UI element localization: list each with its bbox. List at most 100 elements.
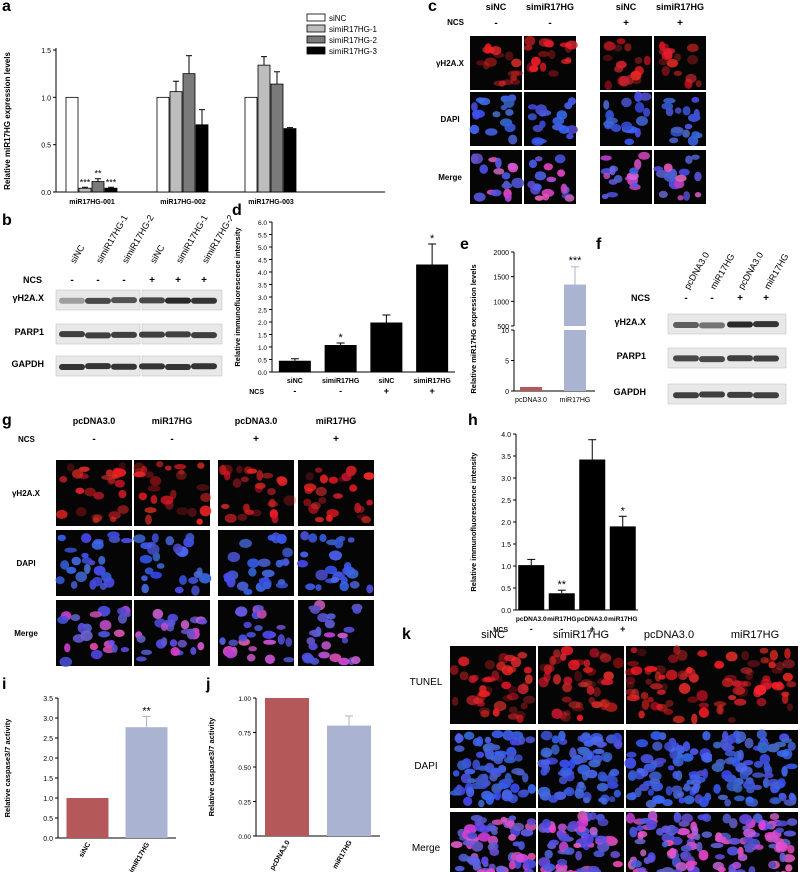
nucleus xyxy=(532,124,543,133)
nucleus xyxy=(729,818,738,829)
nucleus xyxy=(470,814,483,822)
nucleus xyxy=(114,479,125,488)
nucleus xyxy=(754,684,767,696)
nucleus xyxy=(239,538,252,549)
y-axis-label: Relative miR17HG expression levels xyxy=(3,52,12,190)
y-tick-label: 1.5 xyxy=(501,542,511,549)
blot-band xyxy=(85,297,111,304)
blot-membrane xyxy=(667,383,787,405)
nucleus xyxy=(688,114,701,122)
nucleus xyxy=(484,736,492,744)
nucleus xyxy=(495,157,502,169)
nucleus xyxy=(505,51,514,61)
nucleus xyxy=(739,814,752,825)
nucleus xyxy=(493,755,504,765)
y-tick-label: 4.5 xyxy=(258,258,267,265)
legend-label: simiR17HG-1 xyxy=(329,25,378,34)
nucleus xyxy=(197,642,205,651)
nucleus xyxy=(665,669,678,681)
nucleus xyxy=(698,702,710,709)
nucleus xyxy=(678,797,685,804)
nucleus xyxy=(748,866,756,872)
nucleus xyxy=(152,608,164,620)
y-tick-label: 1.5 xyxy=(41,48,51,55)
y-tick-label: 3.0 xyxy=(43,716,53,723)
nucleus xyxy=(650,683,663,690)
nucleus xyxy=(164,465,172,471)
nucleus xyxy=(568,701,581,709)
nucleus xyxy=(636,825,644,832)
nucleus xyxy=(243,588,253,595)
ncs-label: NCS xyxy=(249,389,264,396)
y-tick-label: 2.0 xyxy=(43,756,53,763)
nucleus xyxy=(92,576,103,587)
nucleus xyxy=(88,560,96,566)
nucleus xyxy=(734,869,746,872)
nucleus xyxy=(629,792,637,800)
nucleus xyxy=(223,470,231,481)
nucleus xyxy=(199,505,212,517)
nucleus xyxy=(108,639,115,646)
blot-band xyxy=(85,363,111,370)
nucleus xyxy=(315,486,327,497)
nucleus xyxy=(221,464,233,476)
nucleus xyxy=(537,50,550,57)
ncs-sign: - xyxy=(530,624,533,634)
nucleus xyxy=(354,502,362,514)
nucleus xyxy=(57,534,66,542)
nucleus xyxy=(547,70,559,77)
nucleus xyxy=(544,849,553,859)
nucleus xyxy=(539,663,549,672)
nucleus xyxy=(627,660,639,667)
nucleus xyxy=(169,639,178,647)
nucleus xyxy=(613,741,622,748)
nucleus xyxy=(187,507,197,517)
nucleus xyxy=(560,712,571,722)
nucleus xyxy=(477,832,491,842)
nucleus xyxy=(246,654,256,662)
nucleus xyxy=(323,632,336,638)
nucleus xyxy=(57,615,69,625)
nucleus xyxy=(529,65,539,73)
blot-band xyxy=(111,363,137,370)
nucleus xyxy=(89,611,102,618)
nucleus xyxy=(349,580,360,589)
nucleus xyxy=(691,96,700,103)
blot-band xyxy=(191,332,217,339)
nucleus xyxy=(343,562,352,572)
nucleus xyxy=(788,792,796,801)
ncs-sign: + xyxy=(175,275,181,286)
nucleus xyxy=(501,182,513,189)
nucleus xyxy=(527,180,536,189)
nucleus xyxy=(144,471,154,479)
legend-swatch xyxy=(306,35,326,44)
chart-d: 0.0 0.5 1.0 1.5 2.0 2.5 3.0 3.5 4.0 4.5 5.0 5.5 6.0 R… xyxy=(233,220,455,396)
nucleus xyxy=(103,577,115,588)
nucleus xyxy=(643,55,651,66)
nucleus xyxy=(246,631,256,638)
nucleus xyxy=(300,551,309,558)
x-category-label: simiR17HG xyxy=(322,378,360,385)
nucleus xyxy=(661,51,673,61)
nucleus xyxy=(613,175,623,183)
nucleus xyxy=(544,40,554,48)
nucleus xyxy=(754,844,764,850)
nucleus xyxy=(600,678,614,686)
nucleus xyxy=(737,749,744,761)
nucleus xyxy=(672,826,679,834)
nucleus xyxy=(552,116,565,126)
group-label: pcDNA3.0 xyxy=(73,416,116,426)
nucleus xyxy=(543,163,553,171)
nucleus xyxy=(681,753,694,762)
nucleus xyxy=(573,842,582,849)
nucleus xyxy=(275,559,284,568)
y-tick-label: 1500 xyxy=(493,275,509,282)
nucleus xyxy=(665,786,673,796)
nucleus xyxy=(485,794,494,805)
nucleus xyxy=(681,813,693,824)
y-tick-label: 1.0 xyxy=(501,564,511,571)
nucleus xyxy=(634,56,643,64)
ncs-sign: - xyxy=(710,293,713,304)
nucleus xyxy=(314,516,324,523)
